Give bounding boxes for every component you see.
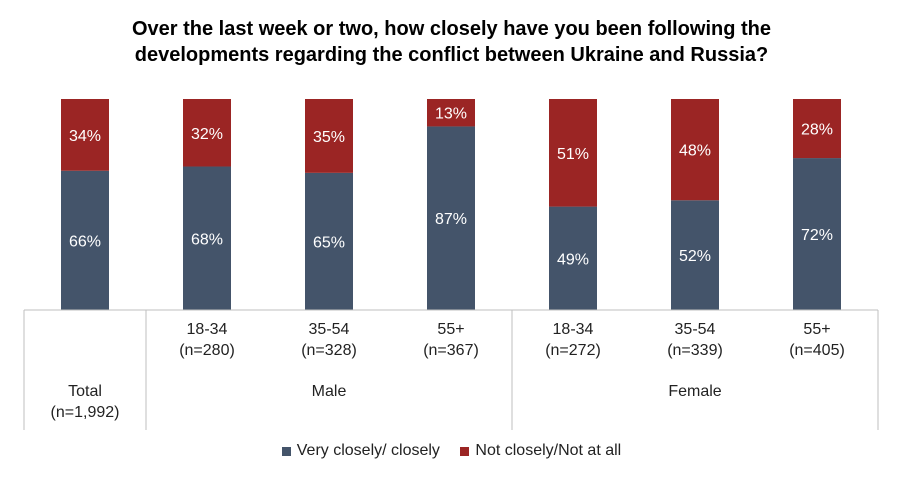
tick-label-6-line-1: 35-54 [675, 321, 716, 338]
tick-label-2-line-1: 18-34 [187, 321, 228, 338]
legend-swatch-series-1 [281, 446, 291, 456]
legend-swatch-series-2 [460, 446, 470, 456]
data-label-4-series-1: 87% [435, 211, 467, 228]
bar-segment-2-series-2 [183, 99, 231, 167]
legend-label-series-1: Very closely/ closely [296, 442, 440, 459]
group-label-2: Female [668, 383, 721, 400]
data-label-5-series-2: 51% [557, 146, 589, 163]
tick-label-3-line-2: (n=328) [301, 342, 357, 359]
tick-label-1-line-2: Total [68, 383, 102, 400]
data-label-6-series-1: 52% [679, 248, 711, 265]
legend-item-series-2: Not closely/Not at all [460, 442, 621, 460]
tick-label-7-line-2: (n=405) [789, 342, 845, 359]
tick-label-5-line-2: (n=272) [545, 342, 601, 359]
chart-title-line-1: Over the last week or two, how closely h… [131, 18, 772, 40]
data-label-6-series-2: 48% [679, 143, 711, 160]
data-label-2-series-1: 68% [191, 231, 223, 248]
bar-segment-7-series-1 [793, 158, 841, 310]
tick-label-7-line-1: 55+ [803, 321, 830, 338]
legend: Very closely/ closely Not closely/Not at… [0, 442, 903, 461]
bar-segment-1-series-1 [61, 170, 109, 310]
data-label-1-series-2: 34% [69, 128, 101, 145]
chart-title: Over the last week or two, how closely h… [0, 16, 903, 68]
tick-label-3-line-1: 35-54 [309, 321, 350, 338]
bar-segment-1-series-2 [61, 99, 109, 171]
bar-segment-7-series-2 [793, 99, 841, 159]
bar-segment-5-series-2 [549, 99, 597, 207]
tick-label-6-line-2: (n=339) [667, 342, 723, 359]
bar-segment-5-series-1 [549, 206, 597, 310]
bar-segment-4-series-2 [427, 99, 475, 127]
bar-segment-4-series-1 [427, 126, 475, 311]
data-label-2-series-2: 32% [191, 126, 223, 143]
data-label-5-series-1: 49% [557, 251, 589, 268]
bar-segment-3-series-1 [305, 172, 353, 310]
data-label-3-series-2: 35% [313, 129, 345, 146]
group-label-1: Male [312, 383, 347, 400]
chart-title-line-2: developments regarding the conflict betw… [134, 44, 769, 66]
bar-segment-3-series-2 [305, 99, 353, 173]
data-label-3-series-1: 65% [313, 234, 345, 251]
data-label-7-series-2: 28% [801, 122, 833, 139]
tick-label-4-line-2: (n=367) [423, 342, 479, 359]
tick-label-4-line-1: 55+ [437, 321, 464, 338]
data-label-1-series-1: 66% [69, 233, 101, 250]
data-label-4-series-2: 13% [435, 106, 467, 123]
bar-segment-6-series-1 [671, 200, 719, 310]
bar-segment-6-series-2 [671, 99, 719, 201]
tick-label-5-line-1: 18-34 [553, 321, 594, 338]
bar-segment-2-series-1 [183, 166, 231, 310]
tick-label-2-line-2: (n=280) [179, 342, 235, 359]
data-label-7-series-1: 72% [801, 227, 833, 244]
tick-label-1-line-3: (n=1,992) [51, 404, 120, 421]
legend-item-series-1: Very closely/ closely [281, 442, 440, 460]
stacked-bar-chart: 66% 34% 68% 32% 65% 35% 87% 13% 49% 51% 52% 48% 72% 2… [23, 99, 879, 430]
legend-label-series-2: Not closely/Not at all [475, 442, 622, 459]
